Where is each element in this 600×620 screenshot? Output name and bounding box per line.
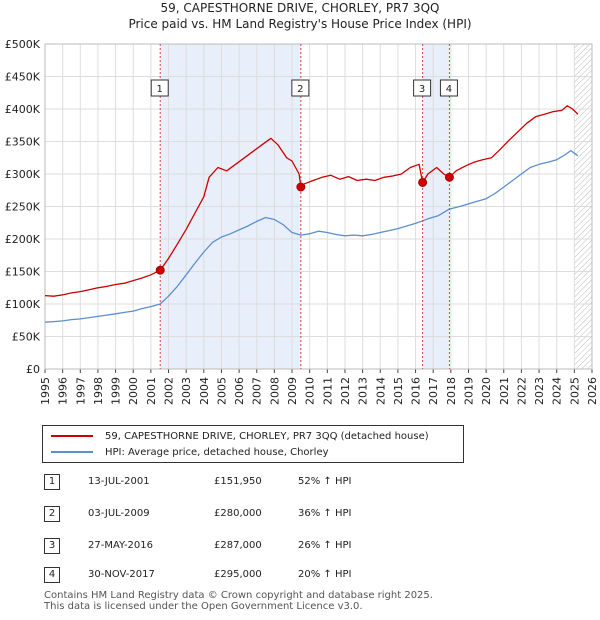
sale-label-box	[150, 79, 169, 97]
x-tick-label: 1998	[92, 377, 105, 405]
x-tick-label: 1997	[74, 377, 87, 405]
y-tick-label: £0	[26, 363, 40, 376]
chart-subtitle: Price paid vs. HM Land Registry's House …	[128, 17, 472, 31]
transaction-number: 1	[44, 474, 60, 490]
x-tick-label: 2007	[251, 377, 264, 405]
x-tick-label: 2020	[480, 377, 493, 405]
x-tick-label: 2003	[180, 377, 193, 405]
transaction-hpi: 26% ↑ HPI	[298, 540, 352, 551]
x-tick-label: 2006	[233, 377, 246, 405]
y-tick-label: £250K	[5, 201, 41, 214]
transaction-date: 13-JUL-2001	[88, 476, 150, 487]
y-tick-label: £450K	[5, 71, 41, 84]
y-tick-label: £100K	[5, 298, 41, 311]
sale-point	[444, 172, 454, 182]
y-tick-label: £350K	[5, 136, 41, 149]
sale-label: 2	[297, 84, 303, 95]
transaction-number: 3	[44, 538, 60, 554]
x-tick-label: 2011	[321, 377, 334, 405]
sale-label: 3	[419, 84, 425, 95]
x-tick-label: 2008	[268, 377, 281, 405]
y-tick-label: £200K	[5, 233, 41, 246]
x-tick-label: 2014	[374, 377, 387, 405]
legend-swatch-property	[51, 435, 93, 437]
sale-point	[296, 182, 306, 192]
x-tick-label: 2021	[498, 377, 511, 405]
y-tick-label: £300K	[5, 168, 41, 181]
x-tick-label: 2024	[551, 377, 564, 405]
x-tick-label: 2026	[586, 377, 599, 405]
x-tick-label: 2000	[127, 377, 140, 405]
x-tick-label: 2005	[215, 377, 228, 405]
sale-point	[418, 177, 428, 187]
plot-border	[44, 43, 593, 370]
y-tick-label: £50K	[12, 331, 41, 344]
legend-swatch-hpi	[51, 451, 93, 453]
transaction-hpi: 36% ↑ HPI	[298, 508, 352, 519]
transaction-row: 4 30-NOV-2017 £295,000 20% ↑ HPI	[0, 567, 600, 587]
sale-label-box	[291, 79, 310, 97]
sale-label: 4	[446, 84, 452, 95]
x-tick-label: 1995	[39, 377, 52, 405]
sale-label-box	[439, 79, 458, 97]
transaction-date: 30-NOV-2017	[88, 569, 155, 580]
x-tick-label: 2025	[568, 377, 581, 405]
x-tick-label: 2013	[357, 377, 370, 405]
transaction-price: £287,000	[214, 540, 262, 551]
chart-legend: 59, CAPESTHORNE DRIVE, CHORLEY, PR7 3QQ …	[42, 425, 464, 463]
legend-item-hpi: HPI: Average price, detached house, Chor…	[51, 445, 329, 459]
transaction-hpi: 52% ↑ HPI	[298, 476, 352, 487]
y-tick-label: £400K	[5, 103, 41, 116]
price-chart: £0 £50K £100K £150K £200K £250K £300K £350K £400…	[5, 38, 599, 405]
y-tick-label: £150K	[5, 266, 41, 279]
transaction-number: 4	[44, 567, 60, 583]
sale-label-box	[413, 79, 432, 97]
x-tick-label: 2001	[145, 377, 158, 405]
hpi-line	[44, 149, 579, 323]
x-tick-label: 1996	[57, 377, 70, 405]
x-tick-label: 2019	[462, 377, 475, 405]
x-tick-label: 2009	[286, 377, 299, 405]
x-tick-label: 2023	[533, 377, 546, 405]
x-tick-label: 2002	[163, 377, 176, 405]
sale-point	[155, 265, 165, 275]
x-tick-label: 1999	[110, 377, 123, 405]
footer-licence: This data is licensed under the Open Gov…	[44, 601, 363, 612]
transaction-date: 27-MAY-2016	[88, 540, 154, 551]
legend-label-property: 59, CAPESTHORNE DRIVE, CHORLEY, PR7 3QQ …	[105, 430, 429, 442]
property-price-line	[44, 105, 579, 297]
transaction-hpi: 20% ↑ HPI	[298, 569, 352, 580]
x-tick-label: 2015	[392, 377, 405, 405]
x-tick-label: 2012	[339, 377, 352, 405]
legend-label-hpi: HPI: Average price, detached house, Chor…	[105, 446, 329, 458]
transaction-price: £151,950	[214, 476, 262, 487]
x-tick-label: 2010	[304, 377, 317, 405]
transaction-number: 2	[44, 506, 60, 522]
transaction-row: 2 03-JUL-2009 £280,000 36% ↑ HPI	[0, 506, 600, 526]
x-tick-label: 2018	[445, 377, 458, 405]
x-tick-label: 2017	[427, 377, 440, 405]
transaction-price: £280,000	[214, 508, 262, 519]
sale-label: 1	[157, 84, 163, 95]
transaction-date: 03-JUL-2009	[88, 508, 150, 519]
transaction-row: 3 27-MAY-2016 £287,000 26% ↑ HPI	[0, 538, 600, 558]
legend-item-property: 59, CAPESTHORNE DRIVE, CHORLEY, PR7 3QQ …	[51, 429, 429, 443]
x-tick-label: 2022	[515, 377, 528, 405]
x-tick-label: 2004	[198, 377, 211, 405]
transaction-row: 1 13-JUL-2001 £151,950 52% ↑ HPI	[0, 474, 600, 494]
footer-copyright: Contains HM Land Registry data © Crown c…	[44, 590, 433, 601]
y-tick-label: £500K	[5, 38, 41, 51]
transaction-price: £295,000	[214, 569, 262, 580]
x-tick-label: 2016	[410, 377, 423, 405]
chart-title: 59, CAPESTHORNE DRIVE, CHORLEY, PR7 3QQ	[160, 1, 440, 15]
